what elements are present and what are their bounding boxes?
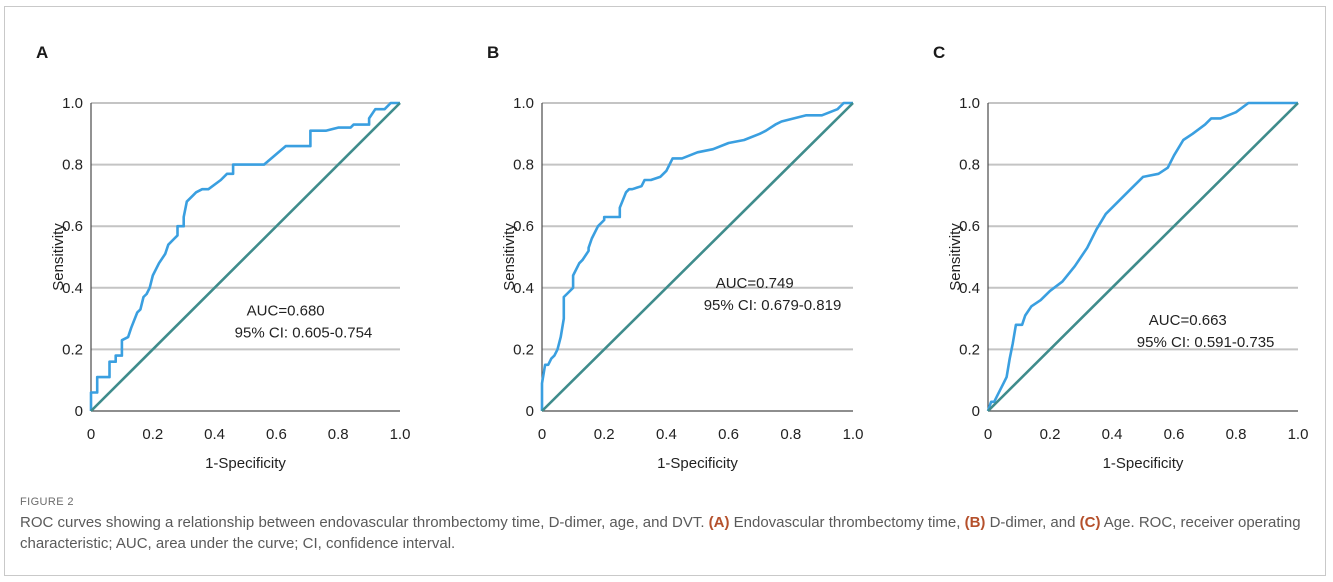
y-axis-label: Sensitivity <box>50 223 67 291</box>
y-axis-label: Sensitivity <box>947 223 964 291</box>
roc-curve <box>89 101 400 411</box>
y-tick-label: 1.0 <box>62 95 83 112</box>
y-tick-label: 0.2 <box>513 341 534 358</box>
caption-tag-b: (B) <box>964 514 986 531</box>
y-tick-label: 0.6 <box>959 218 980 235</box>
y-tick-label: 0.6 <box>62 218 83 235</box>
roc-panel-c: C 0 0.2 0.4 0.6 0.8 1.0 0 0.2 0.4 0.6 0.8 1.0 1-Speci… <box>933 43 1308 472</box>
y-tick-label: 0.6 <box>513 218 534 235</box>
y-tick-label: 1.0 <box>959 95 980 112</box>
roc-panel-b: B 0 0.2 0.4 0.6 0.8 1.0 0 0.2 0.4 0.6 0.8 1.0 1-Speci… <box>487 43 863 472</box>
auc-annotation: AUC=0.749 <box>716 275 794 292</box>
roc-curve <box>540 101 853 411</box>
panel-label: A <box>36 43 48 62</box>
x-axis-label: 1-Specificity <box>657 455 738 472</box>
roc-panel-a: A 0 0.2 0.4 0.6 0.8 1.0 0 0.2 0.4 0.6 0.8 1.0 1-Speci… <box>36 43 410 472</box>
panel-label: B <box>487 43 499 62</box>
x-tick-label: 0.2 <box>594 426 615 443</box>
y-tick-label: 0.8 <box>62 157 83 174</box>
x-tick-label: 0.8 <box>328 426 349 443</box>
caption-tag-c: (C) <box>1079 514 1101 531</box>
figure-caption: ROC curves showing a relationship betwee… <box>20 512 1310 554</box>
x-tick-label: 0.4 <box>204 426 225 443</box>
y-tick-label: 0.8 <box>513 157 534 174</box>
y-tick-label: 0 <box>526 403 534 420</box>
x-tick-label: 0.6 <box>1164 426 1185 443</box>
y-tick-label: 0.4 <box>62 280 83 297</box>
y-tick-label: 1.0 <box>513 95 534 112</box>
x-tick-label: 0.8 <box>1226 426 1247 443</box>
reference-diagonal <box>90 102 401 412</box>
x-tick-label: 0.4 <box>1102 426 1123 443</box>
y-tick-label: 0.8 <box>959 157 980 174</box>
caption-intro: ROC curves showing a relationship betwee… <box>20 514 709 531</box>
y-tick-label: 0.2 <box>959 341 980 358</box>
reference-diagonal <box>987 102 1299 412</box>
y-tick-label: 0.2 <box>62 341 83 358</box>
y-tick-label: 0.4 <box>959 280 980 297</box>
x-tick-label: 0 <box>984 426 992 443</box>
caption-text-a: Endovascular thrombectomy time, <box>729 514 965 531</box>
ci-annotation: 95% CI: 0.605-0.754 <box>235 325 373 342</box>
caption-text-b: D-dimer, and <box>985 514 1080 531</box>
x-tick-label: 0.4 <box>656 426 677 443</box>
x-tick-label: 1.0 <box>1288 426 1309 443</box>
ci-annotation: 95% CI: 0.591-0.735 <box>1137 334 1275 351</box>
roc-figure: A 0 0.2 0.4 0.6 0.8 1.0 0 0.2 0.4 0.6 0.8 1.0 1-Speci… <box>36 43 1308 472</box>
x-tick-label: 0 <box>87 426 95 443</box>
x-tick-label: 1.0 <box>390 426 411 443</box>
x-tick-label: 1.0 <box>843 426 864 443</box>
caption-tag-a: (A) <box>708 514 730 531</box>
y-tick-label: 0 <box>972 403 980 420</box>
ci-annotation: 95% CI: 0.679-0.819 <box>704 297 842 314</box>
x-tick-label: 0.2 <box>1040 426 1061 443</box>
y-tick-label: 0 <box>75 403 83 420</box>
x-axis-label: 1-Specificity <box>1103 455 1184 472</box>
x-tick-label: 0 <box>538 426 546 443</box>
caption-text-c: Age. ROC, receiver operating characteris… <box>20 514 1301 552</box>
y-tick-label: 0.4 <box>513 280 534 297</box>
x-tick-label: 0.6 <box>718 426 739 443</box>
reference-diagonal <box>541 102 854 412</box>
x-tick-label: 0.2 <box>142 426 163 443</box>
auc-annotation: AUC=0.663 <box>1149 312 1227 329</box>
x-tick-label: 0.8 <box>780 426 801 443</box>
panel-label: C <box>933 43 945 62</box>
y-axis-label: Sensitivity <box>501 223 518 291</box>
figure-label: FIGURE 2 <box>20 496 74 508</box>
auc-annotation: AUC=0.680 <box>247 303 325 320</box>
x-tick-label: 0.6 <box>266 426 287 443</box>
roc-curve <box>986 101 1298 412</box>
x-axis-label: 1-Specificity <box>205 455 286 472</box>
